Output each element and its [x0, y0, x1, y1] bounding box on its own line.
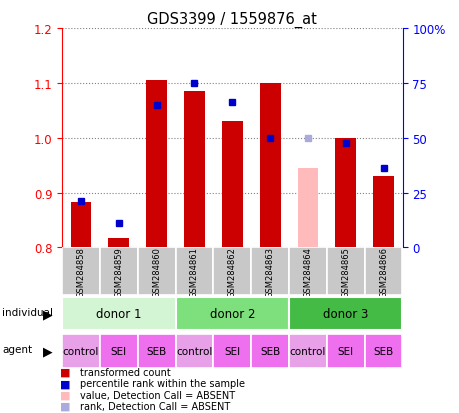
- Text: SEI: SEI: [337, 346, 353, 356]
- Text: GSM284866: GSM284866: [378, 246, 387, 297]
- Text: GSM284865: GSM284865: [341, 246, 349, 297]
- Text: control: control: [176, 346, 212, 356]
- Text: ▶: ▶: [43, 344, 52, 358]
- Bar: [288, 248, 326, 295]
- Bar: [62, 335, 100, 368]
- Text: ▶: ▶: [43, 307, 52, 320]
- Bar: [326, 248, 364, 295]
- Bar: [184, 92, 204, 248]
- Text: GSM284863: GSM284863: [265, 246, 274, 297]
- Bar: [62, 248, 100, 295]
- Bar: [372, 177, 393, 248]
- Text: GSM284858: GSM284858: [76, 246, 85, 297]
- Text: value, Detection Call = ABSENT: value, Detection Call = ABSENT: [80, 390, 235, 400]
- Text: donor 3: donor 3: [322, 307, 368, 320]
- Bar: [259, 83, 280, 248]
- Bar: [213, 248, 251, 295]
- Text: percentile rank within the sample: percentile rank within the sample: [80, 378, 245, 388]
- Bar: [326, 335, 364, 368]
- Text: GSM284864: GSM284864: [303, 246, 312, 297]
- Text: GSM284860: GSM284860: [152, 246, 161, 297]
- Title: GDS3399 / 1559876_at: GDS3399 / 1559876_at: [147, 12, 317, 28]
- Bar: [364, 335, 402, 368]
- Bar: [335, 138, 355, 248]
- Text: donor 1: donor 1: [96, 307, 141, 320]
- Bar: [100, 248, 137, 295]
- Bar: [71, 203, 91, 248]
- Bar: [288, 335, 326, 368]
- Bar: [175, 335, 213, 368]
- Text: GSM284859: GSM284859: [114, 246, 123, 297]
- Text: control: control: [289, 346, 325, 356]
- Bar: [108, 238, 129, 248]
- Bar: [175, 297, 288, 330]
- Text: ■: ■: [60, 390, 70, 400]
- Bar: [137, 335, 175, 368]
- Bar: [62, 297, 175, 330]
- Text: SEB: SEB: [146, 346, 167, 356]
- Bar: [100, 335, 137, 368]
- Bar: [137, 248, 175, 295]
- Text: GSM284861: GSM284861: [190, 246, 199, 297]
- Text: control: control: [63, 346, 99, 356]
- Text: individual: individual: [2, 307, 53, 317]
- Bar: [251, 248, 288, 295]
- Bar: [288, 297, 402, 330]
- Text: ■: ■: [60, 378, 70, 388]
- Bar: [221, 122, 242, 248]
- Text: SEB: SEB: [259, 346, 280, 356]
- Bar: [364, 248, 402, 295]
- Bar: [213, 335, 251, 368]
- Text: GSM284862: GSM284862: [227, 246, 236, 297]
- Text: SEB: SEB: [373, 346, 393, 356]
- Bar: [146, 81, 167, 248]
- Text: ■: ■: [60, 367, 70, 377]
- Text: transformed count: transformed count: [80, 367, 171, 377]
- Text: donor 2: donor 2: [209, 307, 254, 320]
- Bar: [175, 248, 213, 295]
- Text: SEI: SEI: [224, 346, 240, 356]
- Bar: [251, 335, 288, 368]
- Text: ■: ■: [60, 401, 70, 411]
- Bar: [297, 169, 318, 248]
- Text: rank, Detection Call = ABSENT: rank, Detection Call = ABSENT: [80, 401, 230, 411]
- Text: agent: agent: [2, 344, 32, 354]
- Text: SEI: SEI: [111, 346, 127, 356]
